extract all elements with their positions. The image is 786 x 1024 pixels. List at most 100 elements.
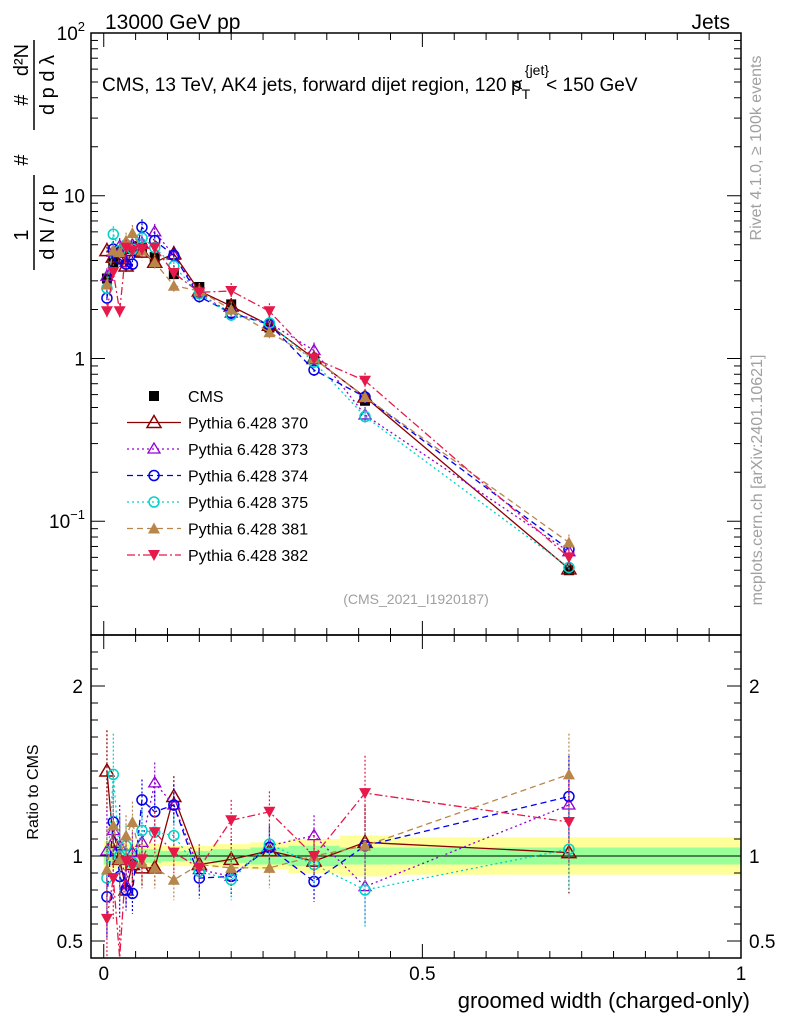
ratio-frame <box>90 634 742 959</box>
svg-text:d N / d p: d N / d p <box>37 184 59 260</box>
data-point <box>225 285 238 297</box>
xaxis-label: groomed width (charged-only) <box>458 988 750 1013</box>
data-point <box>120 884 132 896</box>
ratio-y-tick-label-right: 1 <box>749 847 760 868</box>
legend-label: Pythia 6.428 382 <box>188 548 308 565</box>
data-point <box>126 245 139 257</box>
data-point <box>100 863 113 875</box>
data-point <box>359 839 372 851</box>
data-point <box>107 266 120 278</box>
x-tick-label: 0.5 <box>409 964 435 985</box>
data-point <box>100 913 113 925</box>
data-point <box>148 861 161 873</box>
y-tick-label: 10 <box>64 187 85 208</box>
data-point <box>306 828 322 841</box>
legend-marker <box>148 550 160 561</box>
legend-marker <box>148 522 160 534</box>
header-energy-label: 13000 GeV pp <box>105 11 240 34</box>
data-point <box>147 775 162 788</box>
data-point <box>113 246 126 258</box>
ratio-series-375 <box>101 733 575 928</box>
ratio-y-tick-label: 1 <box>72 847 83 868</box>
legend-entry: Pythia 6.428 374 <box>127 469 308 486</box>
legend-entry: CMS <box>149 389 224 406</box>
data-point <box>225 303 238 315</box>
data-point <box>308 364 320 376</box>
y-tick-label: 102 <box>57 19 85 45</box>
legend: CMS Pythia 6.428 370 Pythia 6.428 373 Pythi… <box>127 389 308 565</box>
ratio-y-tick-label: 0.5 <box>57 932 83 953</box>
data-point <box>120 829 133 841</box>
data-point <box>100 278 113 290</box>
data-point <box>107 819 120 831</box>
data-point <box>359 390 372 402</box>
ratio-y-tick-label: 2 <box>72 677 83 698</box>
ratio-y-tick-label-right: 2 <box>749 677 760 698</box>
data-point <box>263 326 276 338</box>
legend-entry: Pythia 6.428 373 <box>127 441 308 459</box>
data-point <box>107 768 120 781</box>
data-point <box>168 799 180 811</box>
ratio-ylabel: Ratio to CMS <box>25 744 42 839</box>
legend-label: Pythia 6.428 370 <box>188 416 308 433</box>
legend-entry: Pythia 6.428 375 <box>127 495 308 512</box>
data-point <box>263 306 276 318</box>
legend-entry: Pythia 6.428 382 <box>127 548 308 565</box>
ratio-series-382 <box>100 755 575 959</box>
y-tick-label: 10−1 <box>49 507 85 533</box>
data-point <box>359 884 371 896</box>
data-point <box>148 242 161 254</box>
data-point <box>562 817 575 828</box>
x-tick-label: 0 <box>98 964 109 985</box>
data-point <box>359 375 372 387</box>
data-point <box>562 552 575 564</box>
data-point <box>225 815 238 827</box>
series-line <box>106 225 570 551</box>
svg-text:#: # <box>11 94 33 106</box>
data-point <box>167 279 180 291</box>
rivet-version-label: Rivet 4.1.0, ≥ 100k events <box>748 56 765 241</box>
data-point <box>193 287 206 299</box>
legend-label: Pythia 6.428 381 <box>188 522 308 539</box>
legend-label: Pythia 6.428 375 <box>188 495 308 512</box>
data-point <box>359 788 372 800</box>
legend-entry: Pythia 6.428 370 <box>127 414 308 433</box>
data-point <box>148 256 161 268</box>
legend-marker <box>148 496 160 508</box>
legend-label: Pythia 6.428 373 <box>188 442 308 459</box>
main-frame <box>90 32 742 636</box>
data-point <box>359 410 371 423</box>
data-point <box>136 794 148 806</box>
main-ylabel: # 1 d N / d p # d²N d p d λ <box>11 40 59 270</box>
ratio-series-381 <box>100 733 575 911</box>
main-series-cms <box>101 241 574 576</box>
data-point <box>148 827 161 839</box>
series-line <box>106 774 570 891</box>
mcplots-label: mcplots.cern.ch [arXiv:2401.10621] <box>749 355 766 606</box>
data-point <box>126 887 139 900</box>
data-point <box>308 353 321 365</box>
data-point <box>225 861 238 873</box>
data-point <box>126 227 139 239</box>
data-point <box>117 257 135 272</box>
ratio-y-tick-label-right: 0.5 <box>749 932 775 953</box>
series-line <box>106 231 570 544</box>
svg-text:#: # <box>11 154 33 166</box>
data-point <box>120 856 133 868</box>
data-point <box>263 806 276 818</box>
legend-label: Pythia 6.428 374 <box>188 469 308 486</box>
data-point <box>135 854 148 866</box>
data-point <box>193 862 206 874</box>
series-line <box>106 230 570 553</box>
data-point <box>126 258 139 270</box>
data-point <box>562 768 575 780</box>
svg-text:1: 1 <box>11 229 33 240</box>
data-point <box>125 845 140 858</box>
x-tick-label: 1 <box>736 964 747 985</box>
chart-title: CMS, 13 TeV, AK4 jets, forward dijet reg… <box>102 62 638 102</box>
data-point <box>560 560 578 575</box>
series-line <box>106 792 570 959</box>
data-point <box>562 536 575 548</box>
data-point <box>135 244 148 256</box>
